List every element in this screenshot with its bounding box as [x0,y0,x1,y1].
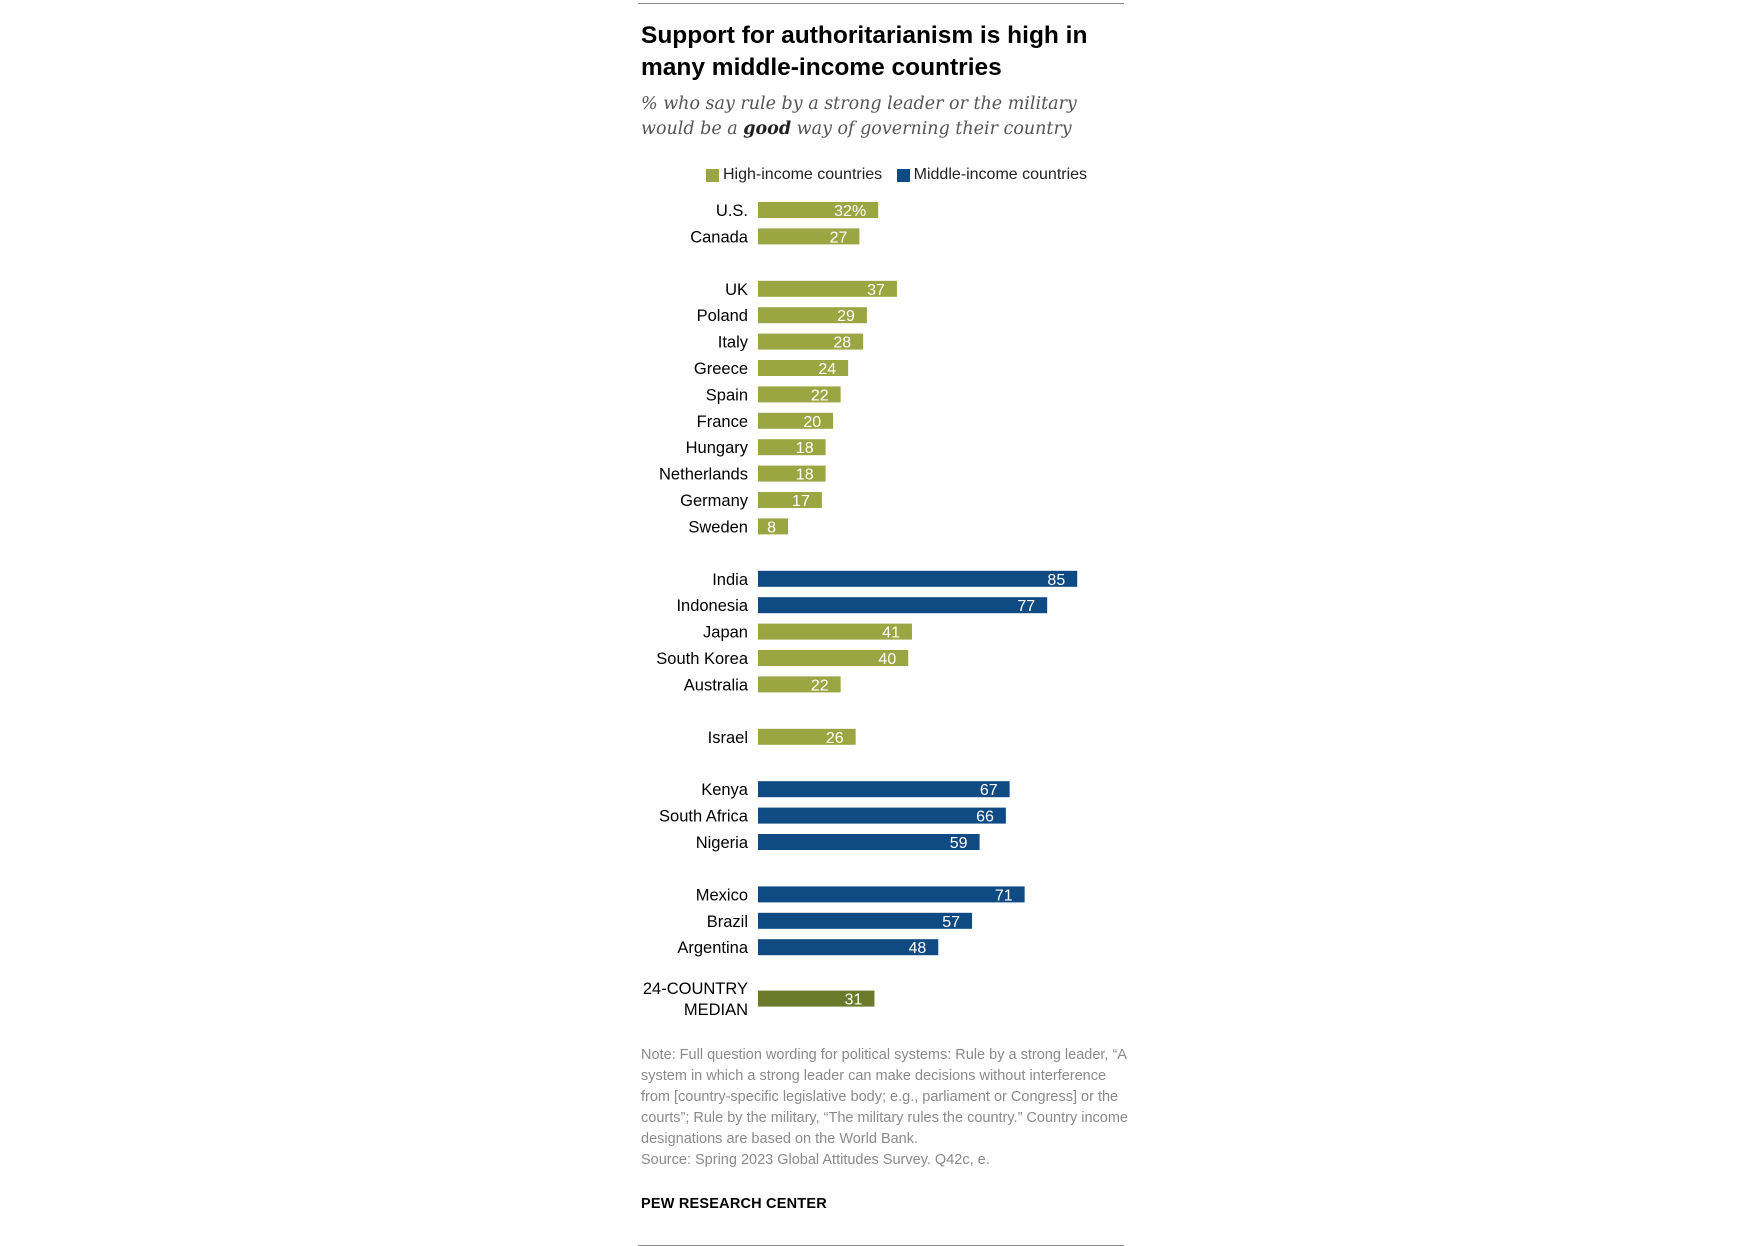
chart-legend: High-income countries Middle-income coun… [706,166,1097,187]
bar-u-s [758,202,879,218]
chart-note: Note: Full question wording for politica… [641,1047,1128,1147]
category-label-hungary: Hungary [686,439,749,457]
value-label-canada: 27 [830,229,848,246]
category-label-brazil: Brazil [707,913,748,931]
category-label-median-line-2: MEDIAN [684,1001,748,1019]
value-label-israel: 26 [826,730,844,747]
category-label-south-korea: South Korea [656,650,749,668]
value-label-germany: 17 [792,493,810,510]
bar-australia [758,676,841,693]
bar-median [758,990,875,1007]
value-label-italy: 28 [833,335,851,352]
bar-canada [758,228,860,245]
bar-nigeria [758,834,980,850]
bar-italy [758,333,864,350]
bar-south-africa [758,807,1006,824]
bar-hungary [758,439,826,456]
legend-swatch-middle-income [896,168,910,182]
value-label-nigeria: 59 [950,835,968,852]
value-label-mexico: 71 [995,887,1013,904]
value-label-argentina: 48 [908,940,926,957]
chart-title: Support for authoritarianism is high in … [641,22,1088,81]
bar-poland [758,307,867,324]
category-label-india: India [712,571,749,589]
category-label-uk: UK [725,281,748,299]
chart-subtitle: % who say rule by a strong leader or the… [641,92,1121,142]
value-label-netherlands: 18 [796,467,814,484]
bar-kenya [758,781,1010,798]
value-label-greece: 24 [818,361,836,378]
subtitle-text-before: % who say rule by a strong leader or the… [641,94,1077,139]
subtitle-emphasis: good [743,119,792,139]
category-label-kenya: Kenya [701,781,749,799]
category-label-israel: Israel [708,729,748,747]
value-label-median: 31 [845,992,863,1009]
category-label-canada: Canada [690,228,749,246]
value-label-brazil: 57 [942,914,960,931]
bar-netherlands [758,465,826,482]
bar-greece [758,360,849,376]
category-label-italy: Italy [718,334,749,352]
category-label-germany: Germany [680,492,749,510]
category-label-median-line-1: 24-COUNTRY [643,980,748,998]
value-label-australia: 22 [811,677,829,694]
value-label-poland: 29 [837,308,855,325]
bar-indonesia [758,597,1048,614]
subtitle-text-after: way of governing their country [791,119,1072,139]
value-label-sweden: 8 [767,519,776,536]
value-label-south-africa: 66 [976,809,994,826]
value-label-japan: 41 [882,625,900,642]
category-label-sweden: Sweden [688,518,748,536]
chart-notes: Note: Full question wording for politica… [641,1045,1131,1171]
bar-mexico [758,886,1025,903]
category-label-indonesia: Indonesia [676,597,748,615]
value-label-u-s: 32% [834,203,866,220]
bar-brazil [758,912,973,929]
category-label-france: France [697,413,748,431]
category-label-nigeria: Nigeria [696,834,749,852]
category-label-u-s: U.S. [716,202,748,220]
category-label-japan: Japan [703,624,748,642]
bar-sweden [758,518,789,535]
bar-india [758,570,1078,587]
pew-research-center-logo: PEW RESEARCH CENTER [641,1196,827,1212]
category-label-australia: Australia [684,676,749,694]
legend-item-middle-income: Middle-income countries [896,166,1088,184]
value-label-indonesia: 77 [1017,598,1035,615]
category-label-poland: Poland [697,307,748,325]
bar-spain [758,386,841,403]
category-label-argentina: Argentina [677,939,748,957]
legend-swatch-high-income [706,168,719,182]
bar-germany [758,492,822,508]
chart-source: Source: Spring 2023 Global Attitudes Sur… [641,1152,990,1168]
value-label-spain: 22 [811,387,829,404]
value-label-india: 85 [1047,572,1065,589]
value-label-uk: 37 [867,282,885,299]
bar-south-korea [758,650,909,666]
category-label-mexico: Mexico [696,886,748,904]
value-label-hungary: 18 [796,440,814,457]
category-label-greece: Greece [694,360,748,378]
legend-item-high-income: High-income countries [706,166,882,184]
legend-label-high-income: High-income countries [723,166,883,183]
bar-france [758,412,834,429]
bar-argentina [758,939,939,956]
value-label-south-korea: 40 [878,651,896,668]
bar-uk [758,280,897,297]
category-label-netherlands: Netherlands [659,466,748,484]
legend-label-middle-income: Middle-income countries [913,166,1088,183]
top-rule [638,3,1124,4]
category-label-spain: Spain [706,386,748,404]
value-label-kenya: 67 [980,782,998,799]
bar-israel [758,728,856,745]
value-label-france: 20 [803,414,821,431]
bar-chart: 32% U.S. 27 Canada 37 UK 29 Poland 28 Italy 24 Gree… [643,202,1078,1019]
bar-japan [758,623,912,640]
category-label-south-africa: South Africa [659,808,749,826]
